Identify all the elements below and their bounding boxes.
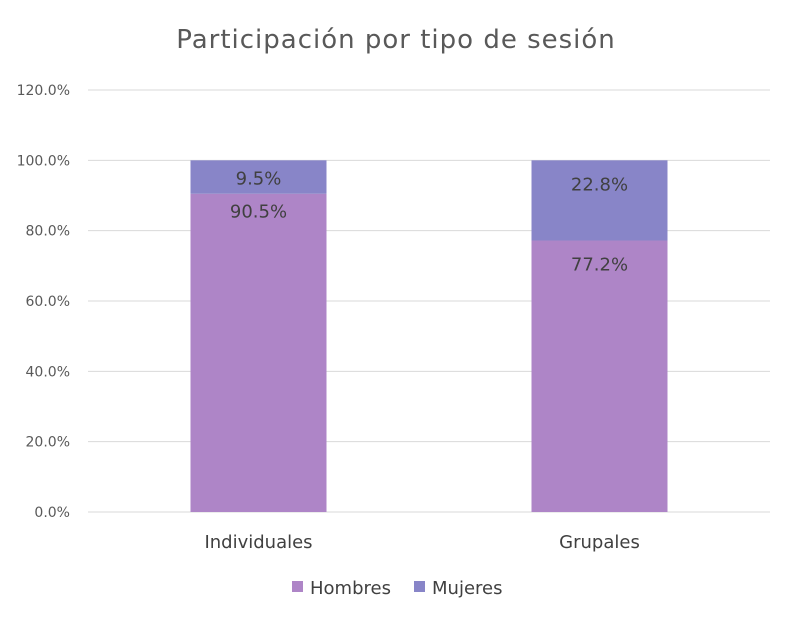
legend-swatch-hombres: [292, 581, 303, 592]
y-axis-ticks: 0.0% 20.0% 40.0% 60.0% 80.0% 100.0% 120.0%: [17, 83, 70, 521]
x-category-label: Individuales: [204, 532, 312, 553]
bar-hombres-individuales: [190, 193, 327, 512]
legend-label: Mujeres: [432, 578, 502, 599]
bar-mujeres-grupales: [531, 160, 668, 241]
y-tick-label: 80.0%: [26, 224, 70, 240]
gridlines: [88, 89, 770, 513]
legend-label: Hombres: [310, 578, 391, 599]
bars: [190, 160, 668, 512]
bar-hombres-grupales: [531, 240, 668, 512]
data-label: 77.2%: [571, 255, 628, 276]
y-tick-label: 20.0%: [26, 435, 70, 451]
x-axis-categories: Individuales Grupales: [204, 532, 639, 553]
bar-mujeres-individuales: [190, 160, 327, 194]
data-labels: 90.5% 9.5% 77.2% 22.8%: [230, 168, 628, 275]
x-category-label: Grupales: [559, 532, 640, 553]
data-label: 22.8%: [571, 174, 628, 195]
data-label: 90.5%: [230, 202, 287, 223]
y-tick-label: 120.0%: [17, 83, 70, 99]
data-label: 9.5%: [236, 168, 282, 189]
y-tick-label: 100.0%: [17, 153, 70, 169]
y-tick-label: 0.0%: [34, 505, 70, 521]
y-tick-label: 40.0%: [26, 364, 70, 380]
legend: Hombres Mujeres: [292, 578, 502, 599]
legend-swatch-mujeres: [414, 581, 425, 592]
y-tick-label: 60.0%: [26, 294, 70, 310]
chart-title: Participación por tipo de sesión: [176, 25, 616, 55]
